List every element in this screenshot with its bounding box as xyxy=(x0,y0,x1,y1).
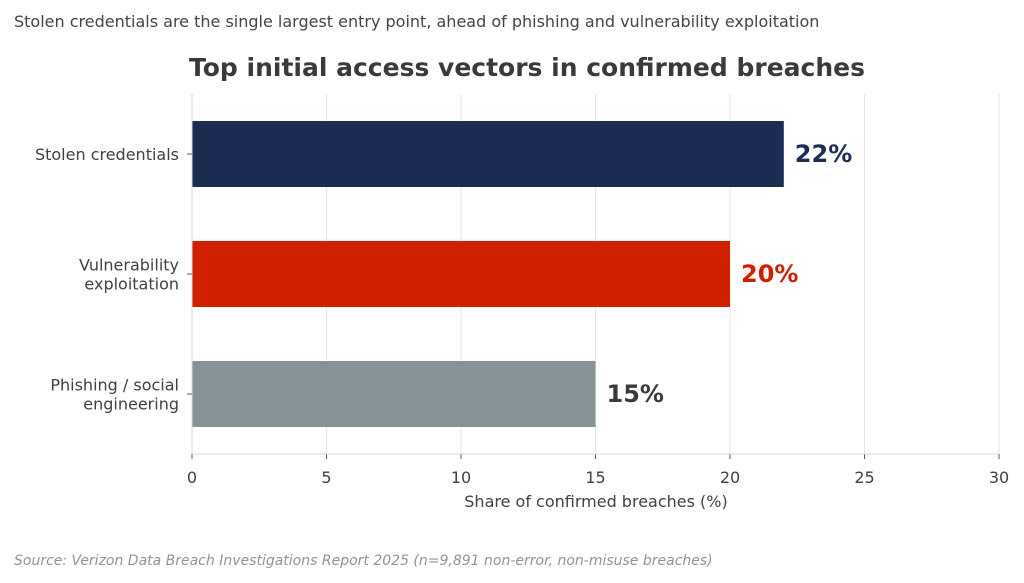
data-label: 15% xyxy=(607,380,664,408)
chart-title: Top initial access vectors in confirmed … xyxy=(189,53,865,82)
x-tick-label: 25 xyxy=(854,468,874,487)
bar xyxy=(192,361,596,427)
x-tick-label: 5 xyxy=(321,468,331,487)
x-tick-label: 20 xyxy=(720,468,740,487)
category-label: Phishing / social engineering xyxy=(50,376,179,414)
source-note: Source: Verizon Data Breach Investigatio… xyxy=(14,553,713,569)
bar xyxy=(192,241,730,307)
chart-subtitle: Stolen credentials are the single larges… xyxy=(14,12,820,31)
axes: 0 5 10 15 20 25 30 Stolen credentials Vulnerabil… xyxy=(35,94,1009,487)
category-label: Stolen credentials xyxy=(35,145,179,164)
x-tick-label: 15 xyxy=(585,468,605,487)
x-axis-label: Share of confirmed breaches (%) xyxy=(464,492,727,511)
bar xyxy=(192,121,784,187)
x-tick-label: 0 xyxy=(187,468,197,487)
data-label: 20% xyxy=(741,260,798,288)
data-label: 22% xyxy=(795,140,852,168)
x-tick-label: 30 xyxy=(989,468,1009,487)
bars: 22% 20% 15% xyxy=(192,121,852,427)
x-tick-label: 10 xyxy=(451,468,471,487)
category-label: Vulnerability exploitation xyxy=(79,256,179,294)
